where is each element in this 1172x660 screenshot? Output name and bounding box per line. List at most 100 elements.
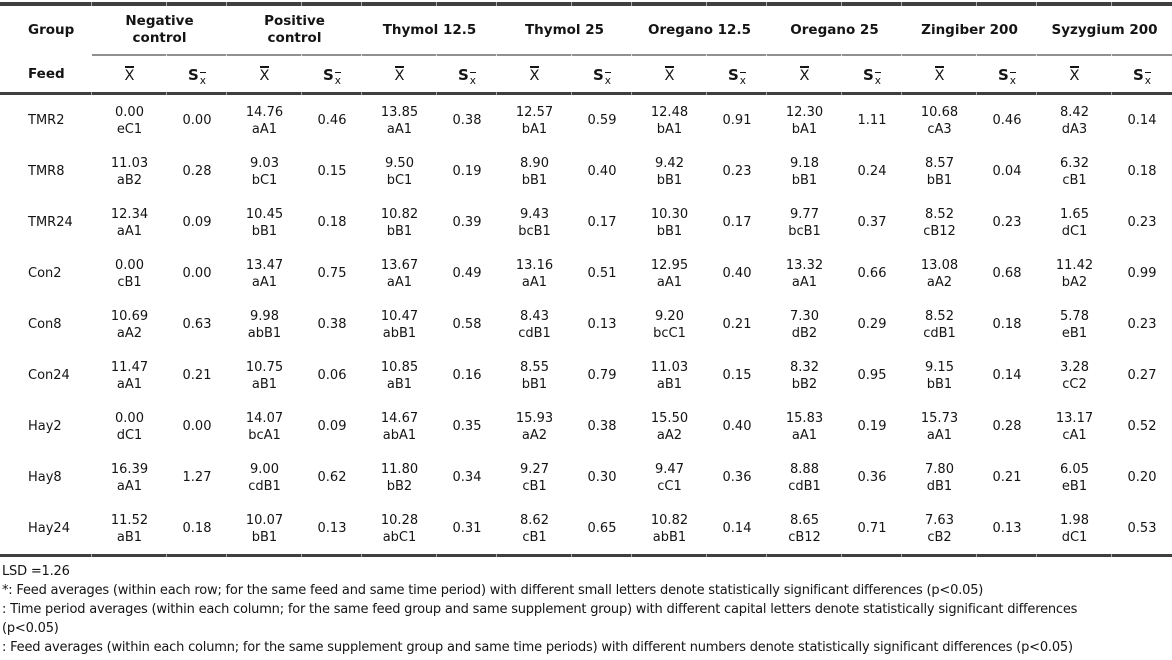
se-value: 0.09	[317, 419, 347, 434]
se-value: 0.14	[1127, 113, 1157, 128]
rule-segment	[572, 54, 632, 56]
mean-cell: 11.03 aB1	[632, 350, 707, 401]
se-value: 0.06	[317, 368, 347, 383]
rule-segment	[167, 92, 227, 95]
mean-cell: 9.77 bcB1	[767, 197, 842, 248]
rule-segment	[977, 92, 1037, 95]
significance-letters: cdB1	[518, 325, 551, 341]
significance-letters: cC2	[1062, 376, 1087, 392]
significance-letters: cdB1	[788, 478, 821, 494]
significance-letters: cdB1	[923, 325, 956, 341]
rule-segment	[572, 554, 632, 557]
se-symbol: Sx	[728, 66, 747, 87]
significance-letters: abB1	[382, 325, 417, 341]
significance-letters: cA3	[927, 121, 952, 137]
rule-segment	[437, 92, 497, 95]
rule-segment	[167, 2, 227, 6]
mean-value: 12.34	[110, 206, 149, 222]
significance-letters: bcB1	[518, 223, 551, 239]
significance-letters: bcB1	[788, 223, 821, 239]
significance-letters: cdB1	[248, 478, 281, 494]
mean-value: 9.77	[790, 206, 819, 222]
treatment-header: Thymol 25	[524, 21, 605, 38]
rule-segment	[302, 554, 362, 557]
significance-letters: cC1	[657, 478, 682, 494]
feed-label: Con2	[28, 266, 62, 281]
se-value: 0.53	[1127, 521, 1157, 536]
rule-segment	[1037, 2, 1112, 6]
x-bar-subscript-glyph: x	[334, 71, 342, 87]
mean-cell: 13.67 aA1	[362, 248, 437, 299]
x-bar-subscript-glyph: x	[874, 71, 882, 87]
table-row: Con24 11.47 aA1 0.21 10.75 aB1 0.06 10.85 aB1 0.1…	[0, 350, 1172, 401]
mean-cell: 8.90 bB1	[497, 146, 572, 197]
mean-cell: 8.43 cdB1	[497, 299, 572, 350]
rule-segment	[842, 92, 902, 95]
significance-letters: bB1	[926, 376, 953, 392]
mean-cell: 9.27 cB1	[497, 452, 572, 503]
significance-letters: cB1	[522, 478, 547, 494]
rule-segment	[362, 554, 437, 557]
mean-cell: 13.47 aA1	[227, 248, 302, 299]
mean-value: 9.42	[655, 155, 684, 171]
rule-segment	[1112, 92, 1172, 95]
se-symbol-header: Sx	[842, 56, 902, 92]
significance-letters: bcA1	[248, 427, 281, 443]
rule-segment	[977, 554, 1037, 557]
rule-segment	[92, 2, 167, 6]
se-value: 0.20	[1127, 470, 1157, 485]
mean-cell: 16.39 aA1	[92, 452, 167, 503]
mean-cell: 9.20 bcC1	[632, 299, 707, 350]
rule-segment	[767, 554, 842, 557]
se-value: 0.40	[722, 266, 752, 281]
mean-symbol-header: X	[632, 56, 707, 92]
mean-value: 8.65	[790, 512, 819, 528]
treatment-header: Thymol 12.5	[382, 21, 477, 38]
mean-value: 8.88	[790, 461, 819, 477]
mean-value: 1.65	[1060, 206, 1089, 222]
rule-segment	[362, 54, 437, 56]
se-value: 0.16	[452, 368, 482, 383]
feed-label: Con24	[28, 368, 70, 383]
x-bar-glyph: X	[259, 65, 270, 84]
se-value: 0.46	[992, 113, 1022, 128]
se-value: 0.24	[857, 164, 887, 179]
mean-value: 16.39	[110, 461, 149, 477]
significance-letters: dC1	[1061, 223, 1088, 239]
se-value: 0.13	[587, 317, 617, 332]
horizontal-rule	[0, 54, 1172, 56]
mean-cell: 11.03 aB2	[92, 146, 167, 197]
results-table: Group Negative control Positive control Thy…	[0, 2, 1172, 557]
se-symbol-header: Sx	[167, 56, 227, 92]
mean-cell: 9.00 cdB1	[227, 452, 302, 503]
feed-label: Hay8	[28, 470, 62, 485]
footnote: : Time period averages (within each colu…	[2, 600, 1172, 638]
significance-letters: dA3	[1061, 121, 1088, 137]
significance-letters: bB1	[521, 172, 548, 188]
mean-value: 7.80	[925, 461, 954, 477]
x-bar-subscript-glyph: x	[199, 71, 207, 87]
significance-letters: aB1	[386, 376, 413, 392]
mean-cell: 15.50 aA2	[632, 401, 707, 452]
se-value: 0.00	[182, 419, 212, 434]
mean-cell: 15.83 aA1	[767, 401, 842, 452]
mean-cell: 8.62 cB1	[497, 503, 572, 554]
se-value: 0.28	[182, 164, 212, 179]
se-value: 0.09	[182, 215, 212, 230]
se-symbol-header: Sx	[572, 56, 632, 92]
rule-segment	[707, 54, 767, 56]
mean-cell: 12.57 bA1	[497, 95, 572, 146]
table-row: Hay24 11.52 aB1 0.18 10.07 bB1 0.13 10.28 abC1 0.…	[0, 503, 1172, 554]
rule-segment	[0, 554, 92, 557]
se-symbol-header: Sx	[1112, 56, 1172, 92]
significance-letters: aA1	[116, 223, 143, 239]
treatment-header: Negative control	[125, 13, 194, 46]
horizontal-rule	[0, 2, 1172, 6]
se-value: 0.19	[452, 164, 482, 179]
se-symbol-header: Sx	[437, 56, 497, 92]
rule-segment	[902, 2, 977, 6]
treatment-header: Oregano 25	[790, 21, 879, 38]
rule-segment	[767, 2, 842, 6]
mean-cell: 9.47 cC1	[632, 452, 707, 503]
significance-letters: abB1	[652, 529, 687, 545]
